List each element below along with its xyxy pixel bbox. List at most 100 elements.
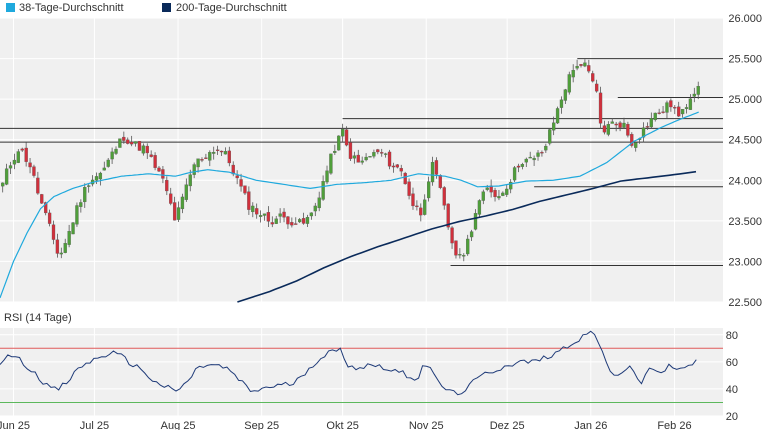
candlestick [458, 248, 462, 259]
candlestick [520, 162, 525, 170]
candle-body [657, 112, 661, 114]
candlestick [235, 170, 239, 185]
candlestick [75, 202, 79, 227]
candlestick [36, 171, 40, 195]
candlestick [438, 174, 442, 190]
candle-body [270, 222, 274, 225]
candle-body [274, 218, 278, 224]
price-y-tick-label: 25.000 [728, 94, 762, 106]
candlestick [227, 146, 231, 167]
candlestick [114, 146, 118, 156]
candle-body [208, 152, 212, 161]
candle-body [157, 167, 161, 172]
candle-body [434, 160, 439, 175]
candlestick [446, 203, 450, 230]
candle-body [47, 212, 52, 224]
candlestick [270, 216, 274, 228]
candlestick [200, 157, 204, 163]
candle-body [520, 164, 525, 167]
candlestick [149, 150, 153, 158]
candlestick [665, 100, 669, 119]
candlestick [286, 216, 290, 229]
candlestick [106, 157, 110, 168]
x-axis-tick-label: Aug 25 [161, 420, 196, 430]
candle-body [337, 135, 341, 151]
candlestick [274, 215, 278, 225]
candle-body [243, 185, 247, 194]
candle-body [618, 122, 622, 128]
candle-body [55, 239, 60, 254]
candle-body [438, 174, 442, 188]
candlestick [212, 146, 216, 160]
candlestick [184, 178, 188, 202]
candle-body [329, 153, 333, 174]
candlestick [126, 137, 130, 145]
candlestick [536, 150, 540, 161]
candle-body [67, 231, 71, 245]
candle-body [481, 191, 485, 201]
candle-body [325, 170, 329, 183]
candlestick [133, 141, 138, 147]
candle-body [184, 184, 188, 200]
candlestick [360, 156, 364, 165]
candlestick [532, 155, 536, 166]
candle-body [356, 154, 360, 163]
candle-body [454, 240, 458, 256]
candlestick [567, 71, 571, 95]
candle-body [399, 168, 403, 172]
ma200-line [237, 170, 697, 303]
candlestick [630, 132, 634, 148]
candle-body [251, 205, 255, 213]
candlestick [337, 135, 341, 151]
candlestick [516, 163, 521, 173]
candlestick [575, 59, 579, 71]
candle-body [212, 151, 216, 154]
price-y-tick-label: 23.500 [728, 216, 762, 228]
candle-body [301, 218, 306, 224]
candle-body [524, 158, 528, 163]
candlestick [16, 149, 20, 164]
candle-body [129, 141, 134, 145]
candlestick [684, 103, 689, 114]
candle-body [387, 151, 392, 167]
candlestick [196, 158, 200, 173]
candle-body [462, 255, 466, 257]
candlestick [571, 64, 575, 83]
x-axis-tick-label: Jan 26 [574, 420, 607, 430]
candle-body [79, 202, 83, 207]
candle-body [106, 159, 110, 167]
candlestick [219, 150, 224, 157]
candle-body [360, 160, 364, 163]
candlestick [673, 105, 677, 115]
candle-body [333, 150, 337, 153]
rsi-line [0, 330, 697, 396]
candlestick [594, 79, 599, 93]
candlestick [423, 194, 427, 216]
candle-body [555, 108, 560, 124]
x-axis: Jun 25 Jul 25 Aug 25 Sep 25 Okt 25 Nov 25 Dez … [0, 420, 692, 432]
candle-body [149, 154, 153, 157]
candle-body [485, 187, 489, 190]
candle-body [180, 196, 185, 210]
candlestick [426, 176, 431, 202]
candlestick [591, 70, 595, 83]
candle-body [614, 123, 618, 126]
candle-body [583, 62, 587, 67]
candlestick [469, 229, 474, 241]
candlestick [583, 59, 587, 68]
candlestick [680, 108, 685, 118]
candlestick [505, 185, 509, 198]
candlestick [598, 86, 603, 129]
candlestick [528, 151, 532, 159]
candlestick [368, 155, 372, 158]
candle-body [563, 89, 568, 101]
candlestick [122, 131, 126, 144]
candle-body [161, 169, 165, 179]
candle-body [176, 207, 181, 220]
candlestick [614, 121, 618, 132]
candlestick [645, 122, 650, 130]
candle-body [516, 165, 521, 168]
candlestick [137, 141, 142, 151]
candlestick [399, 164, 403, 177]
candle-body [458, 254, 462, 256]
